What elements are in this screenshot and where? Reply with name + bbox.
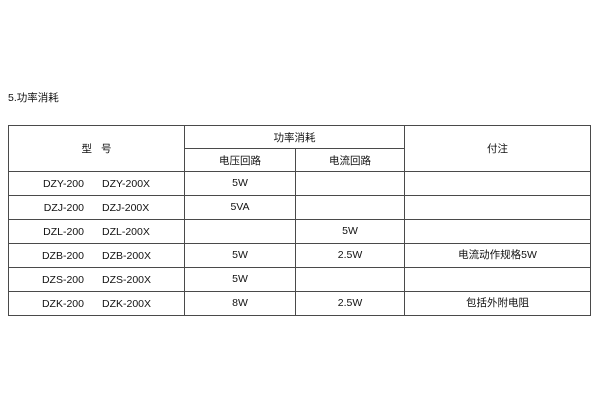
current-value: 2.5W xyxy=(337,249,363,261)
model-variant: DZB-200X xyxy=(101,249,152,262)
power-consumption-table-wrapper: 型号 功率消耗 付注 电压回路 电流回路 DZY-200 DZY-200X xyxy=(8,125,591,316)
model-primary: DZJ-200 xyxy=(43,201,84,214)
cell-current-circuit: 2.5W xyxy=(295,291,405,316)
model-variant: DZY-200X xyxy=(102,177,151,190)
cell-model: DZJ-200 DZJ-200X xyxy=(8,195,185,220)
cell-remarks xyxy=(404,171,591,196)
model-variant: DZL-200X xyxy=(102,225,150,238)
voltage-value: 5W xyxy=(232,273,248,285)
voltage-value: 5W xyxy=(232,249,248,261)
cell-remarks xyxy=(404,195,591,220)
cell-voltage-circuit: 8W xyxy=(184,291,296,316)
cell-current-circuit xyxy=(295,195,405,220)
cell-remarks: 包括外附电阻 xyxy=(404,291,591,316)
cell-current-circuit: 2.5W xyxy=(295,243,405,268)
header-power-consumption: 功率消耗 xyxy=(184,125,405,149)
remarks-value: 包括外附电阻 xyxy=(466,297,529,309)
cell-model: DZS-200 DZS-200X xyxy=(8,267,185,292)
header-remarks: 付注 xyxy=(404,125,591,172)
cell-remarks xyxy=(404,267,591,292)
voltage-value: 5W xyxy=(232,177,248,189)
cell-voltage-circuit: 5W xyxy=(184,171,296,196)
model-variant: DZK-200X xyxy=(101,297,152,310)
cell-voltage-circuit xyxy=(184,219,296,244)
remarks-value: 电流动作规格5W xyxy=(458,249,537,261)
model-primary: DZB-200 xyxy=(41,249,84,262)
table-row: DZK-200 DZK-200X 8W 2.5W 包括外附电阻 xyxy=(8,291,591,316)
cell-current-circuit xyxy=(295,171,405,196)
table-header-row-top: 型号 功率消耗 付注 xyxy=(8,125,591,172)
section-title: 5.功率消耗 xyxy=(8,92,59,104)
header-voltage-circuit: 电压回路 xyxy=(184,148,296,172)
voltage-value: 5VA xyxy=(230,201,250,213)
table-head: 型号 功率消耗 付注 电压回路 电流回路 xyxy=(8,125,591,172)
table-row: DZJ-200 DZJ-200X 5VA xyxy=(8,195,591,220)
model-primary: DZK-200 xyxy=(41,297,84,310)
table-body: DZY-200 DZY-200X 5W xyxy=(8,171,591,316)
model-variant: DZS-200X xyxy=(101,273,152,286)
cell-model: DZL-200 DZL-200X xyxy=(8,219,185,244)
cell-current-circuit xyxy=(295,267,405,292)
table-row: DZY-200 DZY-200X 5W xyxy=(8,171,591,196)
model-pair: DZK-200 DZK-200X xyxy=(9,292,184,315)
model-pair: DZS-200 DZS-200X xyxy=(9,268,184,291)
cell-model: DZY-200 DZY-200X xyxy=(8,171,185,196)
table-row: DZL-200 DZL-200X 5W xyxy=(8,219,591,244)
cell-voltage-circuit: 5W xyxy=(184,267,296,292)
table-row: DZB-200 DZB-200X 5W 2.5W 电流动作规格5W xyxy=(8,243,591,268)
model-pair: DZY-200 DZY-200X xyxy=(9,172,184,195)
table-row: DZS-200 DZS-200X 5W xyxy=(8,267,591,292)
header-model-char-2: 号 xyxy=(101,143,112,155)
header-model: 型号 xyxy=(8,125,185,172)
cell-model: DZB-200 DZB-200X xyxy=(8,243,185,268)
cell-remarks xyxy=(404,219,591,244)
model-primary: DZS-200 xyxy=(41,273,84,286)
current-value: 2.5W xyxy=(337,297,363,309)
header-model-label: 型号 xyxy=(82,143,112,155)
model-pair: DZB-200 DZB-200X xyxy=(9,244,184,267)
cell-current-circuit: 5W xyxy=(295,219,405,244)
cell-remarks: 电流动作规格5W xyxy=(404,243,591,268)
model-primary: DZY-200 xyxy=(42,177,84,190)
model-pair: DZJ-200 DZJ-200X xyxy=(9,196,184,219)
cell-voltage-circuit: 5W xyxy=(184,243,296,268)
cell-model: DZK-200 DZK-200X xyxy=(8,291,185,316)
model-primary: DZL-200 xyxy=(43,225,84,238)
current-value: 5W xyxy=(342,225,358,237)
voltage-value: 8W xyxy=(232,297,248,309)
model-pair: DZL-200 DZL-200X xyxy=(9,220,184,243)
power-consumption-table: 型号 功率消耗 付注 电压回路 电流回路 DZY-200 DZY-200X xyxy=(8,125,591,316)
header-model-char-1: 型 xyxy=(81,143,93,155)
header-current-circuit: 电流回路 xyxy=(295,148,405,172)
cell-voltage-circuit: 5VA xyxy=(184,195,296,220)
model-variant: DZJ-200X xyxy=(102,201,150,214)
